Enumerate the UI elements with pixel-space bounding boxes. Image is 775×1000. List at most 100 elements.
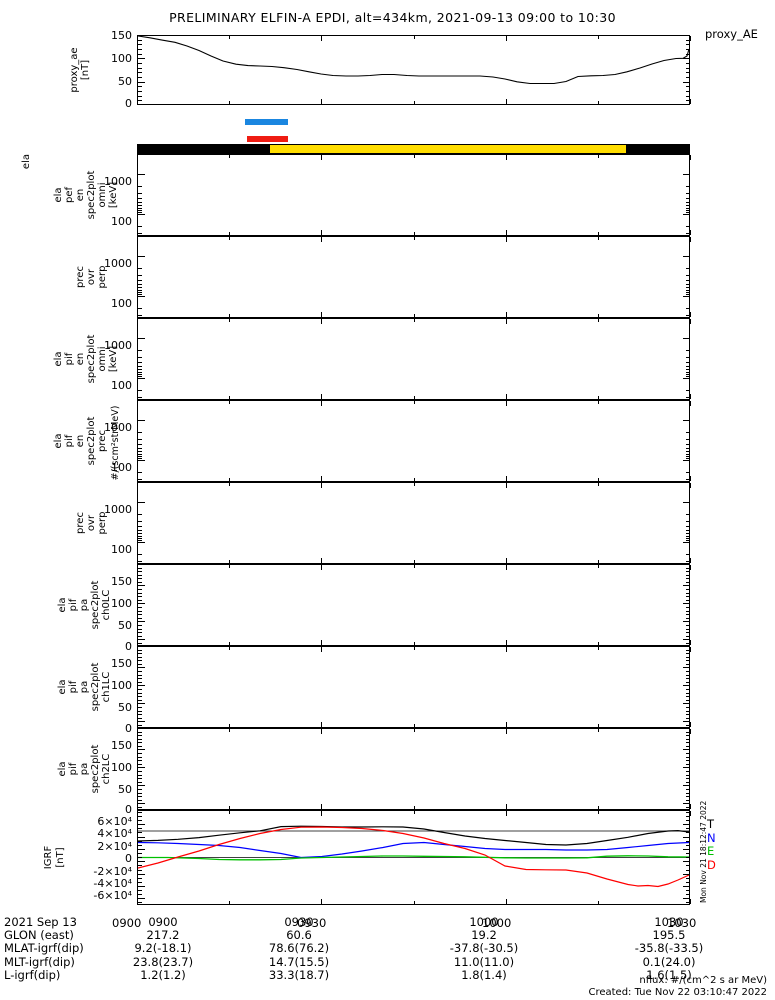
igrf-legend-item-n: N xyxy=(707,830,716,845)
lbl: ovr xyxy=(86,236,98,318)
panel-label-stack-prec-ovr-perp-pef: prec ovr perp xyxy=(18,236,138,318)
ephemeris-table: 2021 Sep 13 0900 0930 1000 1030 GLON (ea… xyxy=(4,915,771,982)
panel-label-line: pif xyxy=(64,352,75,366)
panel-label-line: ela xyxy=(57,761,68,777)
lbl: pef xyxy=(64,154,76,236)
panel-ela-pif-pa-ch2lc[interactable] xyxy=(137,728,690,810)
ch2lc-ytick-150: 150 xyxy=(111,739,132,752)
prec-perp1-ytick-100: 100 xyxy=(111,297,132,310)
lbl: en xyxy=(75,318,87,400)
red-interval-bar xyxy=(247,136,288,142)
panel-label-stack-ch1lc: ela pif pa spec2plot ch1LC xyxy=(18,646,138,728)
lbl: prec xyxy=(97,400,109,482)
xtick-1000: 1000 xyxy=(482,916,512,930)
cell-time-3: 1030 xyxy=(654,915,684,929)
xtick-1030: 1030 xyxy=(667,916,697,930)
proxy-ae-right-label: proxy_AE xyxy=(705,27,758,41)
table-row: 2021 Sep 13 0900 0930 1000 1030 xyxy=(4,915,771,929)
ela-pif-prec-ytick-1000: 1000 xyxy=(104,421,132,434)
lbl: prec xyxy=(75,482,87,564)
panel-label-stack-ch2lc: ela pif pa spec2plot ch2LC xyxy=(18,728,138,810)
cell-l-3: 1.6(1.5) xyxy=(646,967,692,982)
igrf-legend-item-t: T xyxy=(707,817,715,831)
ch2lc-ytick-50: 50 xyxy=(118,783,132,796)
panel-label-line: en xyxy=(75,434,86,448)
table-row: L-igrf(dip) 1.2(1.2) 33.3(18.7) 1.8(1.4)… xyxy=(4,967,771,982)
row-label-date: 2021 Sep 13 xyxy=(4,915,77,929)
igrf-legend-item-e: E xyxy=(707,844,715,858)
panel-label-line: pa xyxy=(79,598,90,612)
table-row: MLT-igrf(dip) 23.8(23.7) 14.7(15.5) 11.0… xyxy=(4,954,771,969)
lbl: spec2plot xyxy=(86,154,98,236)
panel-label-line: proxy_ae xyxy=(69,47,80,93)
proxy-ae-trace xyxy=(138,36,689,85)
panel-label-line: pif xyxy=(68,598,79,612)
panel-ela-pif-en-omni[interactable] xyxy=(137,318,690,400)
lbl: prec xyxy=(75,236,87,318)
panel-proxy-ae[interactable] xyxy=(137,35,690,105)
panel-label-line: ela xyxy=(53,187,64,203)
panel-prec-ovr-perp-pef[interactable] xyxy=(137,236,690,318)
panel-label-line: pa xyxy=(79,762,90,776)
lbl: pif xyxy=(68,646,80,728)
lbl: en xyxy=(75,400,87,482)
ela-pif-omni-ytick-100: 100 xyxy=(111,379,132,392)
cell-glon-1: 60.6 xyxy=(286,928,312,943)
lbl: pif xyxy=(64,400,76,482)
panel-label-stack-igrf: IGRF [nT] xyxy=(18,810,138,905)
panel-ela-pif-pa-ch1lc[interactable] xyxy=(137,646,690,728)
footer-notes: nflux: #/(cm^2 s ar MeV) Created: Tue No… xyxy=(588,975,767,998)
row-label-l: L-igrf(dip) xyxy=(4,967,61,982)
panel-label-line: prec xyxy=(75,512,86,534)
lbl: [nT] xyxy=(55,810,67,905)
lbl: pif xyxy=(64,318,76,400)
lbl: ela xyxy=(53,400,65,482)
table-row: MLAT-igrf(dip) 9.2(-18.1) 78.6(76.2) -37… xyxy=(4,942,771,955)
panel-label-line: prec xyxy=(75,266,86,288)
cell-l-0: 1.2(1.2) xyxy=(140,967,186,982)
ch0lc-ytick-150: 150 xyxy=(111,575,132,588)
cell-mlt-1: 14.7(15.5) xyxy=(268,954,330,969)
ela-pif-prec-ytick-100: 100 xyxy=(111,461,132,474)
render-timestamp-vertical: Mon Nov 21 18:12:47 2022 xyxy=(699,800,708,903)
lbl: perp xyxy=(97,236,109,318)
panel-label-stack-prec-ovr-perp-pif: prec ovr perp xyxy=(18,482,138,564)
lbl: en xyxy=(75,154,87,236)
cell-mlat-3: -35.8(-33.5) xyxy=(634,941,704,956)
panel-label-line: en xyxy=(75,188,86,202)
ch2lc-ytick-0: 0 xyxy=(125,803,132,816)
panel-label-line: pif xyxy=(64,434,75,448)
panel-label-line: [keV] xyxy=(108,345,119,373)
panel-label-line: spec2plot xyxy=(90,580,101,630)
ch1lc-ytick-0: 0 xyxy=(125,722,132,735)
panel-label-line: [keV] xyxy=(108,181,119,209)
row-label-mlat: MLAT-igrf(dip) xyxy=(4,941,84,956)
panel-ela-pif-pa-ch0lc[interactable] xyxy=(137,564,690,646)
igrf-legend: T N E D xyxy=(707,817,716,872)
panel-prec-ovr-perp-pif[interactable] xyxy=(137,482,690,564)
panel-label-line: ela xyxy=(53,433,64,449)
ch2lc-ytick-100: 100 xyxy=(111,761,132,774)
panel-ela-pif-en-prec[interactable] xyxy=(137,400,690,482)
panel-label-line: pif xyxy=(68,762,79,776)
panel-ela-pef-en-omni[interactable] xyxy=(137,154,690,236)
lbl: ela xyxy=(57,728,69,810)
lbl: IGRF xyxy=(43,810,55,905)
cell-mlt-3: 0.1(24.0) xyxy=(642,954,696,969)
panel-label-line: ela xyxy=(57,679,68,695)
ch0lc-ytick-50: 50 xyxy=(118,619,132,632)
panel-label-stack-ela-pef-en-omni: ela pef en spec2plot omni [keV] xyxy=(18,154,138,236)
footer-nflux: nflux: #/(cm^2 s ar MeV) xyxy=(639,975,767,986)
lbl: pa xyxy=(79,564,91,646)
ela-pif-omni-ytick-1000: 1000 xyxy=(104,339,132,352)
igrf-ytick-m6e4: -6×10⁴ xyxy=(93,889,132,902)
lbl: pa xyxy=(79,646,91,728)
yellow-coverage-bar xyxy=(270,145,626,153)
panel-label-line: pef xyxy=(64,186,75,204)
ch0lc-ytick-100: 100 xyxy=(111,597,132,610)
cell-l-1: 33.3(18.7) xyxy=(268,967,330,982)
lbl: ela xyxy=(53,154,65,236)
lbl: omni xyxy=(97,154,109,236)
lbl: ch1LC xyxy=(101,646,113,728)
panel-label-line: perp xyxy=(97,511,108,535)
